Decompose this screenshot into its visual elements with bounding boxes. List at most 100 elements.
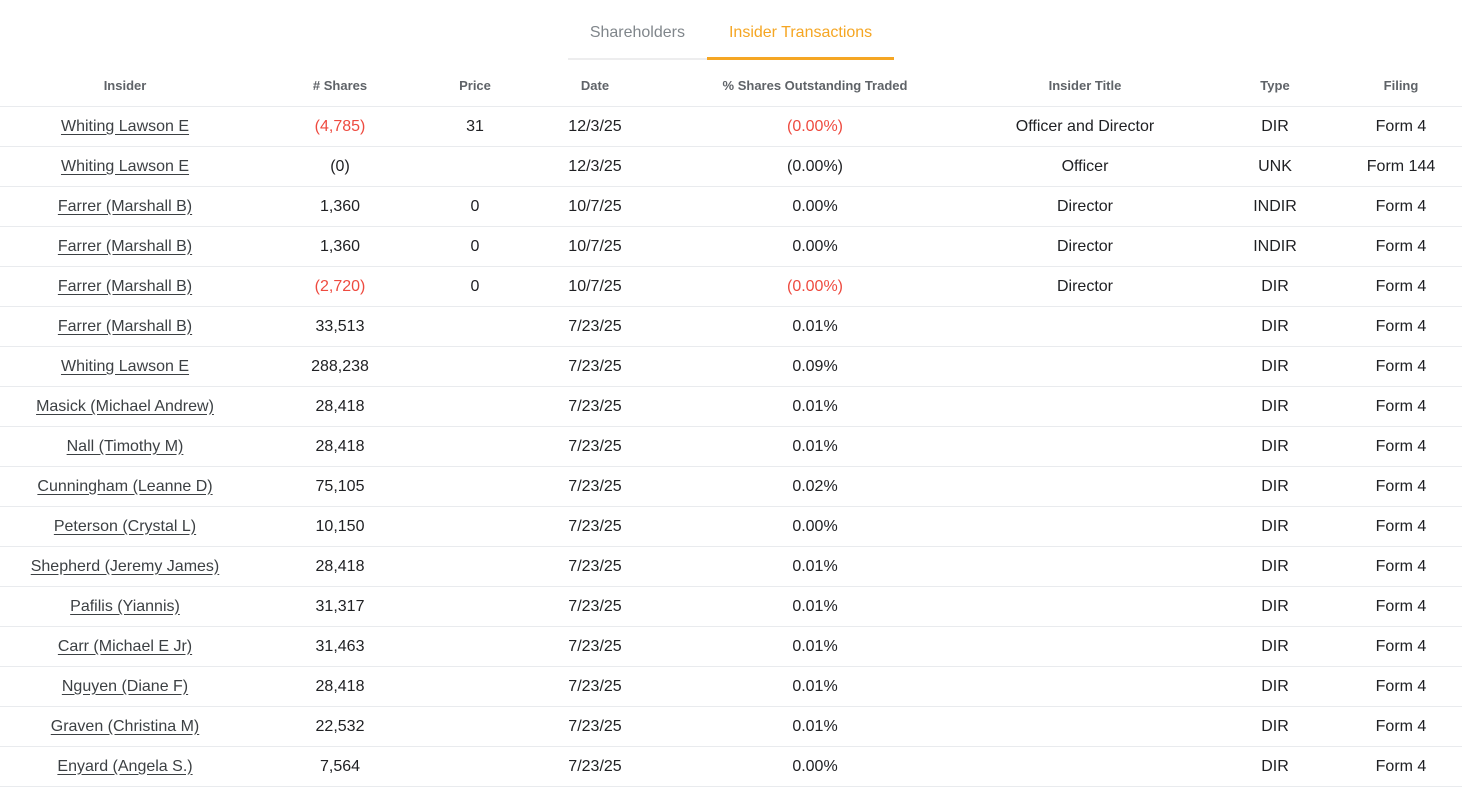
table-header-row: Insider # Shares Price Date % Shares Out… — [0, 66, 1462, 107]
cell-insider: Shepherd (Jeremy James) — [0, 546, 250, 587]
cell-insider: Pafilis (Yiannis) — [0, 586, 250, 627]
insider-link[interactable]: Nall (Timothy M) — [66, 437, 184, 455]
cell-shares: 28,418 — [250, 546, 430, 587]
cell-insider: Nguyen (Diane F) — [0, 666, 250, 707]
cell-price: 0 — [430, 186, 520, 227]
col-header-pct-outstanding: % Shares Outstanding Traded — [670, 66, 960, 107]
insider-link[interactable]: Cunningham (Leanne D) — [37, 477, 213, 495]
insider-link[interactable]: Peterson (Crystal L) — [53, 517, 197, 535]
cell-pct-outstanding: 0.01% — [670, 426, 960, 467]
cell-price — [430, 426, 520, 467]
cell-date: 7/23/25 — [520, 506, 670, 547]
cell-shares: 22,532 — [250, 706, 430, 747]
cell-insider-title — [960, 546, 1210, 587]
cell-insider-title — [960, 666, 1210, 707]
table-row: Graven (Christina M) 22,532 7/23/25 0.01% DI… — [0, 706, 1462, 747]
cell-filing: Form 4 — [1340, 506, 1462, 547]
table-row: Farrer (Marshall B) (2,720) 0 10/7/25 (0.00%… — [0, 266, 1462, 307]
cell-filing: Form 4 — [1340, 666, 1462, 707]
cell-type: DIR — [1210, 386, 1340, 427]
tab-shareholders[interactable]: Shareholders — [567, 13, 707, 60]
cell-shares: 28,418 — [250, 426, 430, 467]
cell-insider-title — [960, 466, 1210, 507]
cell-insider-title — [960, 706, 1210, 747]
cell-price — [430, 346, 520, 387]
cell-date: 7/23/25 — [520, 706, 670, 747]
cell-shares: 28,418 — [250, 386, 430, 427]
cell-pct-outstanding: 0.01% — [670, 386, 960, 427]
cell-price — [430, 546, 520, 587]
cell-filing: Form 4 — [1340, 626, 1462, 667]
cell-filing: Form 4 — [1340, 346, 1462, 387]
cell-date: 7/23/25 — [520, 306, 670, 347]
cell-insider: Peterson (Crystal L) — [0, 506, 250, 547]
insider-link[interactable]: Pafilis (Yiannis) — [70, 597, 180, 615]
insider-link[interactable]: Shepherd (Jeremy James) — [30, 557, 220, 575]
col-header-shares: # Shares — [250, 66, 430, 107]
insider-link[interactable]: Whiting Lawson E — [60, 157, 190, 175]
cell-filing: Form 4 — [1340, 466, 1462, 507]
cell-type: DIR — [1210, 706, 1340, 747]
cell-type: INDIR — [1210, 186, 1340, 227]
cell-type: DIR — [1210, 666, 1340, 707]
cell-price — [430, 306, 520, 347]
insider-link[interactable]: Farrer (Marshall B) — [57, 317, 193, 335]
insider-link[interactable]: Whiting Lawson E — [60, 357, 190, 375]
cell-pct-outstanding: 0.01% — [670, 546, 960, 587]
cell-price: 0 — [430, 226, 520, 267]
cell-date: 7/23/25 — [520, 386, 670, 427]
cell-insider-title — [960, 346, 1210, 387]
tab-insider-transactions[interactable]: Insider Transactions — [706, 13, 895, 60]
cell-insider: Farrer (Marshall B) — [0, 226, 250, 267]
cell-date: 12/3/25 — [520, 146, 670, 187]
insider-link[interactable]: Farrer (Marshall B) — [57, 197, 193, 215]
col-header-filing: Filing — [1340, 66, 1462, 107]
table-row: Cunningham (Leanne D) 75,105 7/23/25 0.02% D… — [0, 466, 1462, 507]
cell-filing: Form 4 — [1340, 266, 1462, 307]
cell-shares: 28,418 — [250, 666, 430, 707]
insider-link[interactable]: Farrer (Marshall B) — [57, 277, 193, 295]
insider-link[interactable]: Carr (Michael E Jr) — [57, 637, 193, 655]
cell-type: DIR — [1210, 426, 1340, 467]
cell-pct-outstanding: 0.01% — [670, 586, 960, 627]
col-header-insider: Insider — [0, 66, 250, 107]
insider-link[interactable]: Masick (Michael Andrew) — [36, 397, 214, 415]
cell-filing: Form 4 — [1340, 586, 1462, 627]
cell-price — [430, 506, 520, 547]
cell-price — [430, 626, 520, 667]
col-header-date: Date — [520, 66, 670, 107]
table-row: Whiting Lawson E (0) 12/3/25 (0.00%) Officer… — [0, 146, 1462, 187]
cell-insider-title: Officer — [960, 146, 1210, 187]
cell-shares: (0) — [250, 146, 430, 187]
cell-type: DIR — [1210, 346, 1340, 387]
cell-type: INDIR — [1210, 226, 1340, 267]
cell-price — [430, 146, 520, 187]
cell-type: DIR — [1210, 586, 1340, 627]
cell-insider-title: Officer and Director — [960, 106, 1210, 147]
cell-filing: Form 4 — [1340, 226, 1462, 267]
table-row: Pafilis (Yiannis) 31,317 7/23/25 0.01% DIR Fo… — [0, 586, 1462, 627]
cell-insider: Enyard (Angela S.) — [0, 746, 250, 787]
insider-link[interactable]: Nguyen (Diane F) — [61, 677, 189, 695]
insider-link[interactable]: Farrer (Marshall B) — [57, 237, 193, 255]
insider-transactions-table: Insider # Shares Price Date % Shares Out… — [0, 66, 1462, 787]
cell-shares: 10,150 — [250, 506, 430, 547]
cell-price — [430, 706, 520, 747]
cell-date: 7/23/25 — [520, 546, 670, 587]
cell-filing: Form 4 — [1340, 386, 1462, 427]
cell-price — [430, 666, 520, 707]
cell-price — [430, 586, 520, 627]
cell-price — [430, 386, 520, 427]
cell-shares: 31,317 — [250, 586, 430, 627]
insider-link[interactable]: Whiting Lawson E — [60, 117, 190, 135]
cell-insider: Graven (Christina M) — [0, 706, 250, 747]
insider-link[interactable]: Enyard (Angela S.) — [57, 757, 193, 775]
cell-type: DIR — [1210, 306, 1340, 347]
cell-date: 7/23/25 — [520, 746, 670, 787]
cell-shares: 31,463 — [250, 626, 430, 667]
insider-link[interactable]: Graven (Christina M) — [50, 717, 200, 735]
cell-pct-outstanding: 0.01% — [670, 706, 960, 747]
cell-type: DIR — [1210, 266, 1340, 307]
cell-filing: Form 4 — [1340, 426, 1462, 467]
col-header-type: Type — [1210, 66, 1340, 107]
